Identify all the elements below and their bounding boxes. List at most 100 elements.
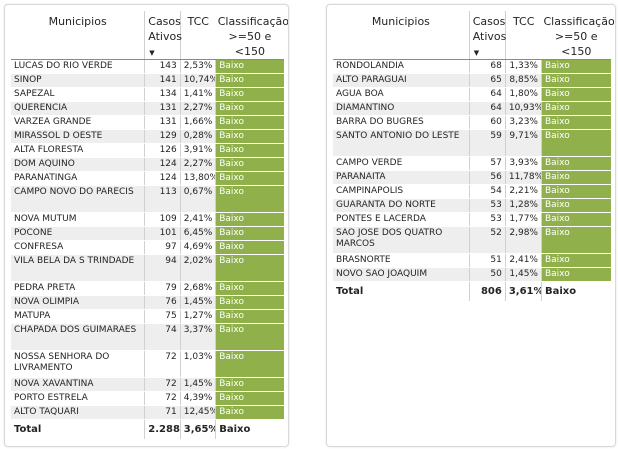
cell-tcc: 1,28% [504,198,542,213]
cell-tcc: 2,27% [179,157,216,172]
header-classificacao[interactable]: Classificação >=50 e <150 [215,11,288,60]
cell-municipio: MATUPA [11,309,145,324]
table-row[interactable]: SAPEZAL 134 1,41% Baixo [11,87,284,102]
cell-municipio: PARANAITA [333,170,470,185]
total-tcc: 3,65% [179,419,216,439]
table-row[interactable]: BARRA DO BUGRES 60 3,23% Baixo [333,115,611,130]
cell-tcc: 1,41% [179,87,216,102]
table-row[interactable]: MIRASSOL D OESTE 129 0,28% Baixo [11,129,284,144]
table-row[interactable]: SINOP 141 10,74% Baixo [11,73,284,88]
table-row[interactable]: RONDOLANDIA 68 1,33% Baixo [333,59,611,74]
cell-municipio: NOVA OLIMPIA [11,295,145,310]
header-tcc[interactable]: TCC [179,11,216,60]
table-row[interactable]: CAMPO NOVO DO PARECIS 113 0,67% Baixo [11,185,284,213]
header-classificacao[interactable]: Classificação >=50 e <150 [541,11,615,60]
cell-classificacao: Baixo [540,170,611,185]
total-casos: 806 [468,281,506,301]
table-row[interactable]: QUERENCIA 131 2,27% Baixo [11,101,284,116]
header-casos-ativos[interactable]: Casos Ativos ▼ [468,11,506,60]
cell-classificacao: Baixo [215,240,284,255]
table-row[interactable]: GUARANTA DO NORTE 53 1,28% Baixo [333,198,611,213]
cell-casos-ativos: 94 [144,254,181,282]
cell-tcc: 2,41% [504,253,542,268]
cell-tcc: 10,74% [179,73,216,88]
cell-municipio: NOSSA SENHORA DO LIVRAMENTO [11,350,145,378]
cell-classificacao: Baixo [215,87,284,102]
table-row[interactable]: DOM AQUINO 124 2,27% Baixo [11,157,284,172]
table-row[interactable]: NOVA XAVANTINA 72 1,45% Baixo [11,377,284,392]
table-header-row: Municipios Casos Ativos ▼ TCC Classifica… [11,11,288,60]
cell-tcc: 2,27% [179,101,216,116]
table-row[interactable]: CAMPINAPOLIS 54 2,21% Baixo [333,184,611,199]
left-table-visual: Municipios Casos Ativos ▼ TCC Classifica… [4,4,289,447]
header-casos-ativos[interactable]: Casos Ativos ▼ [144,11,182,60]
cell-municipio: NOVA XAVANTINA [11,377,145,392]
cell-municipio: CAMPINAPOLIS [333,184,470,199]
cell-tcc: 9,71% [504,129,542,157]
cell-municipio: ALTO PARAGUAI [333,73,470,88]
cell-casos-ativos: 129 [144,129,181,144]
table-row[interactable]: PARANAITA 56 11,78% Baixo [333,170,611,185]
cell-casos-ativos: 64 [468,87,506,102]
cell-casos-ativos: 53 [468,212,506,227]
table-row[interactable]: PARANATINGA 124 13,80% Baixo [11,171,284,186]
table-row[interactable]: SANTO ANTONIO DO LESTE 59 9,71% Baixo [333,129,611,157]
table-row[interactable]: NOVO SAO JOAQUIM 50 1,45% Baixo [333,267,611,282]
cell-tcc: 13,80% [179,171,216,186]
cell-classificacao: Baixo [215,115,284,130]
cell-classificacao: Baixo [215,73,284,88]
table-row[interactable]: VARZEA GRANDE 131 1,66% Baixo [11,115,284,130]
cell-casos-ativos: 101 [144,226,181,241]
table-row[interactable]: POCONE 101 6,45% Baixo [11,226,284,241]
table-row[interactable]: ALTA FLORESTA 126 3,91% Baixo [11,143,284,158]
table-row[interactable]: AGUA BOA 64 1,80% Baixo [333,87,611,102]
cell-casos-ativos: 60 [468,115,506,130]
cell-municipio: PORTO ESTRELA [11,391,145,406]
table-row[interactable]: CONFRESA 97 4,69% Baixo [11,240,284,255]
table-row[interactable]: BRASNORTE 51 2,41% Baixo [333,253,611,268]
cell-tcc: 6,45% [179,226,216,241]
table-row[interactable]: CHAPADA DOS GUIMARAES 74 3,37% Baixo [11,323,284,351]
table-row[interactable]: PORTO ESTRELA 72 4,39% Baixo [11,391,284,406]
table-row[interactable]: NOSSA SENHORA DO LIVRAMENTO 72 1,03% Baixo [11,350,284,378]
cell-casos-ativos: 113 [144,185,181,213]
cell-classificacao: Baixo [215,254,284,282]
cell-municipio: DIAMANTINO [333,101,470,116]
cell-tcc: 0,67% [179,185,216,213]
table-row[interactable]: NOVA OLIMPIA 76 1,45% Baixo [11,295,284,310]
cell-classificacao: Baixo [215,157,284,172]
table-row[interactable]: CAMPO VERDE 57 3,93% Baixo [333,156,611,171]
table-row[interactable]: PEDRA PRETA 79 2,68% Baixo [11,281,284,296]
table-row[interactable]: SAO JOSE DOS QUATRO MARCOS 52 2,98% Baixo [333,226,611,254]
sort-descending-icon[interactable]: ▼ [149,49,155,57]
cell-municipio: PARANATINGA [11,171,145,186]
cell-municipio: NOVA MUTUM [11,212,145,227]
cell-tcc: 1,80% [504,87,542,102]
table-row[interactable]: DIAMANTINO 64 10,93% Baixo [333,101,611,116]
cell-casos-ativos: 124 [144,157,181,172]
cell-classificacao: Baixo [215,171,284,186]
table-row[interactable]: LUCAS DO RIO VERDE 143 2,53% Baixo [11,59,284,74]
cell-municipio: SINOP [11,73,145,88]
cell-municipio: CAMPO NOVO DO PARECIS [11,185,145,213]
table-row[interactable]: ALTO TAQUARI 71 12,45% Baixo [11,405,284,420]
cell-municipio: PEDRA PRETA [11,281,145,296]
header-municipios[interactable]: Municipios [333,11,470,60]
total-row: Total 806 3,61% Baixo [333,281,611,301]
cell-municipio: MIRASSOL D OESTE [11,129,145,144]
cell-tcc: 1,77% [504,212,542,227]
table-row[interactable]: MATUPA 75 1,27% Baixo [11,309,284,324]
table-row[interactable]: NOVA MUTUM 109 2,41% Baixo [11,212,284,227]
cell-municipio: CHAPADA DOS GUIMARAES [11,323,145,351]
cell-municipio: VARZEA GRANDE [11,115,145,130]
header-tcc[interactable]: TCC [504,11,542,60]
cell-municipio: QUERENCIA [11,101,145,116]
left-municipios-table: Municipios Casos Ativos ▼ TCC Classifica… [11,11,288,439]
table-row[interactable]: ALTO PARAGUAI 65 8,85% Baixo [333,73,611,88]
cell-tcc: 3,23% [504,115,542,130]
cell-casos-ativos: 141 [144,73,181,88]
header-municipios[interactable]: Municipios [11,11,145,60]
sort-descending-icon[interactable]: ▼ [473,49,480,57]
table-row[interactable]: PONTES E LACERDA 53 1,77% Baixo [333,212,611,227]
table-row[interactable]: VILA BELA DA S TRINDADE 94 2,02% Baixo [11,254,284,282]
